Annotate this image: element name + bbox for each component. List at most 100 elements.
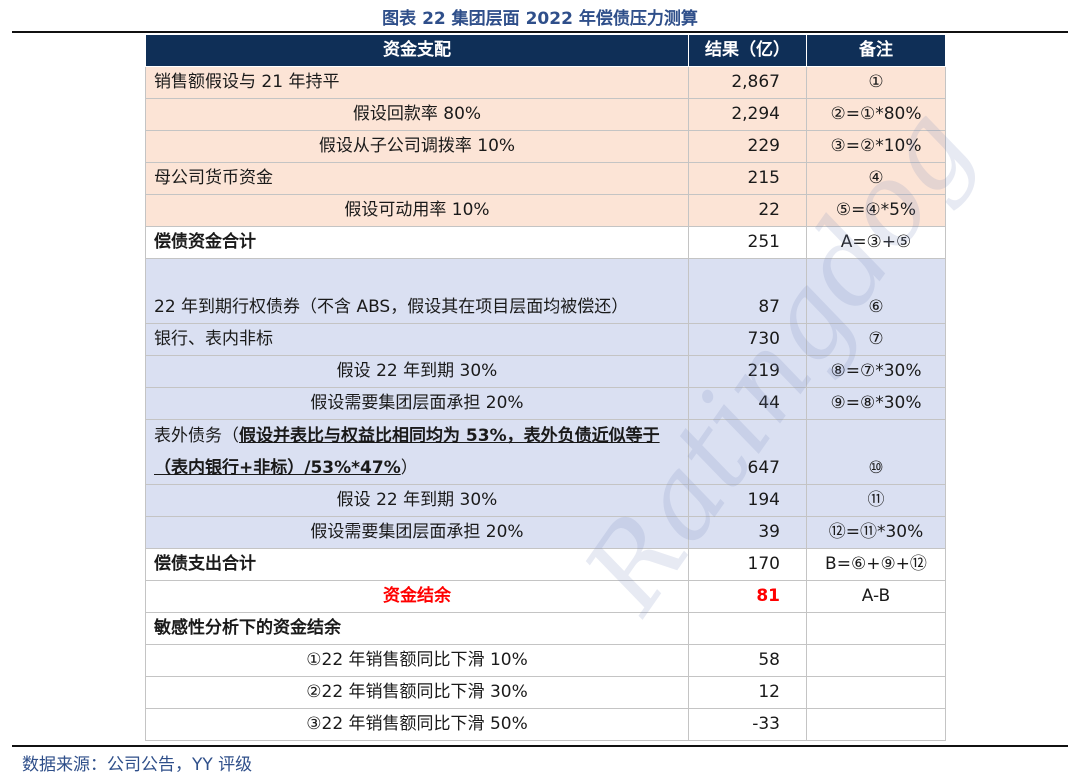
- row-note: A=③+⑤: [806, 226, 946, 259]
- row-value: 87: [688, 258, 807, 324]
- row-note: [806, 708, 946, 741]
- row-note: ⑧=⑦*30%: [806, 355, 946, 388]
- row-note: ⑫=⑪*30%: [806, 516, 946, 549]
- table-row: 偿债支出合计 170 B=⑥+⑨+⑫: [145, 548, 946, 581]
- row-note: ④: [806, 162, 946, 195]
- row-value: 81: [688, 580, 807, 613]
- row-label: 假设从子公司调拨率 10%: [145, 130, 689, 163]
- row-value: 647: [688, 419, 807, 485]
- row-label: ①22 年销售额同比下滑 10%: [145, 644, 689, 677]
- row-label: ③22 年销售额同比下滑 50%: [145, 708, 689, 741]
- row-note: [806, 676, 946, 709]
- row-note: ⑪: [806, 484, 946, 517]
- row-label: 敏感性分析下的资金结余: [145, 612, 689, 645]
- table-row: 银行、表内非标 730 ⑦: [145, 323, 946, 356]
- row-label-text: ②22 年销售额同比下滑 30%: [306, 682, 528, 702]
- row-note: A-B: [806, 580, 946, 613]
- row-value: 22: [688, 194, 807, 227]
- row-label: 销售额假设与 21 年持平: [145, 66, 689, 99]
- row-note: [806, 612, 946, 645]
- top-rule: [12, 31, 1068, 33]
- row-label-text: 假设可动用率 10%: [344, 200, 490, 220]
- row-label: 22 年到期行权债券（不含 ABS，假设其在项目层面均被偿还）: [145, 258, 689, 324]
- bottom-rule: [12, 745, 1068, 747]
- row-value: 215: [688, 162, 807, 195]
- debt-pressure-table: 资金支配 结果（亿） 备注 销售额假设与 21 年持平 2,867 ① 假设回款率 8…: [145, 34, 946, 741]
- row-note: ⑦: [806, 323, 946, 356]
- header-row: 资金支配 结果（亿） 备注: [145, 34, 946, 67]
- row-note: ②=①*80%: [806, 98, 946, 131]
- row-label-text: 假设从子公司调拨率 10%: [318, 136, 516, 156]
- table-row: 22 年到期行权债券（不含 ABS，假设其在项目层面均被偿还） 87 ⑥: [145, 258, 946, 324]
- row-value: 2,294: [688, 98, 807, 131]
- row-note: ⑨=⑧*30%: [806, 387, 946, 420]
- row-note: B=⑥+⑨+⑫: [806, 548, 946, 581]
- row-value: 58: [688, 644, 807, 677]
- row-label-text: 银行、表内非标: [154, 329, 273, 349]
- row-label: 假设可动用率 10%: [145, 194, 689, 227]
- row-value: 44: [688, 387, 807, 420]
- row-label: 假设 22 年到期 30%: [145, 484, 689, 517]
- row-label-text: 资金结余: [383, 586, 451, 606]
- row-label-text: 销售额假设与 21 年持平: [154, 72, 340, 92]
- row-note: ⑥: [806, 258, 946, 324]
- header-result: 结果（亿）: [688, 34, 807, 67]
- row-label-text: 母公司货币资金: [154, 168, 273, 188]
- table-row: 资金结余 81 A-B: [145, 580, 946, 613]
- row-label: 母公司货币资金: [145, 162, 689, 195]
- row-label: 假设回款率 80%: [145, 98, 689, 131]
- row-value: 12: [688, 676, 807, 709]
- table-row: 假设 22 年到期 30% 194 ⑪: [145, 484, 946, 517]
- row-value: 730: [688, 323, 807, 356]
- row-label-tail: ）: [400, 458, 418, 478]
- table-row: 母公司货币资金 215 ④: [145, 162, 946, 195]
- row-note: [806, 644, 946, 677]
- row-value: 251: [688, 226, 807, 259]
- row-note: ①: [806, 66, 946, 99]
- row-label: 表外债务（假设并表比与权益比相同均为 53%，表外负债近似等于（表内银行+非标）…: [145, 419, 689, 485]
- row-label-text: 假设 22 年到期 30%: [336, 361, 498, 381]
- row-value: -33: [688, 708, 807, 741]
- row-label-text: 假设 22 年到期 30%: [336, 490, 498, 510]
- row-value: 2,867: [688, 66, 807, 99]
- table-row: 假设需要集团层面承担 20% 44 ⑨=⑧*30%: [145, 387, 946, 420]
- row-label: 假设需要集团层面承担 20%: [145, 387, 689, 420]
- figure-title: 图表 22 集团层面 2022 年偿债压力测算: [382, 9, 698, 29]
- row-label: 假设需要集团层面承担 20%: [145, 516, 689, 549]
- row-label-text: ③22 年销售额同比下滑 50%: [306, 714, 528, 734]
- table-row: 敏感性分析下的资金结余: [145, 612, 946, 645]
- row-value: 229: [688, 130, 807, 163]
- row-label: 银行、表内非标: [145, 323, 689, 356]
- table-row: ③22 年销售额同比下滑 50% -33: [145, 708, 946, 741]
- table-row: 假设回款率 80% 2,294 ②=①*80%: [145, 98, 946, 131]
- row-label-text: 假设需要集团层面承担 20%: [310, 393, 524, 413]
- row-label: ②22 年销售额同比下滑 30%: [145, 676, 689, 709]
- row-label: 偿债资金合计: [145, 226, 689, 259]
- row-label-text: ①22 年销售额同比下滑 10%: [306, 650, 528, 670]
- row-label: 资金结余: [145, 580, 689, 613]
- row-label-text: 假设回款率 80%: [352, 104, 482, 124]
- row-label: 假设 22 年到期 30%: [145, 355, 689, 388]
- row-label-text: 偿债资金合计: [154, 232, 256, 252]
- row-value: [688, 612, 807, 645]
- row-note: ⑩: [806, 419, 946, 485]
- row-value: 170: [688, 548, 807, 581]
- table-row: 假设需要集团层面承担 20% 39 ⑫=⑪*30%: [145, 516, 946, 549]
- row-label-text: 偿债支出合计: [154, 554, 256, 574]
- row-label-text: 22 年到期行权债券（不含 ABS，假设其在项目层面均被偿还）: [154, 297, 629, 317]
- data-source: 数据来源：公司公告，YY 评级: [22, 755, 253, 775]
- table-row: 假设 22 年到期 30% 219 ⑧=⑦*30%: [145, 355, 946, 388]
- row-label-text: 表外债务（: [154, 426, 239, 446]
- header-allocation: 资金支配: [145, 34, 689, 67]
- row-value: 39: [688, 516, 807, 549]
- table-row: 表外债务（假设并表比与权益比相同均为 53%，表外负债近似等于（表内银行+非标）…: [145, 419, 946, 485]
- row-note: ③=②*10%: [806, 130, 946, 163]
- table-row: 假设可动用率 10% 22 ⑤=④*5%: [145, 194, 946, 227]
- table-row: 偿债资金合计 251 A=③+⑤: [145, 226, 946, 259]
- table-row: 假设从子公司调拨率 10% 229 ③=②*10%: [145, 130, 946, 163]
- table-row: ②22 年销售额同比下滑 30% 12: [145, 676, 946, 709]
- table-row: 销售额假设与 21 年持平 2,867 ①: [145, 66, 946, 99]
- row-value: 219: [688, 355, 807, 388]
- header-note: 备注: [806, 34, 946, 67]
- row-label-emphasis: 假设并表比与权益比相同均为 53%，表外负债近似等于（表内银行+非标）/53%*…: [154, 426, 660, 478]
